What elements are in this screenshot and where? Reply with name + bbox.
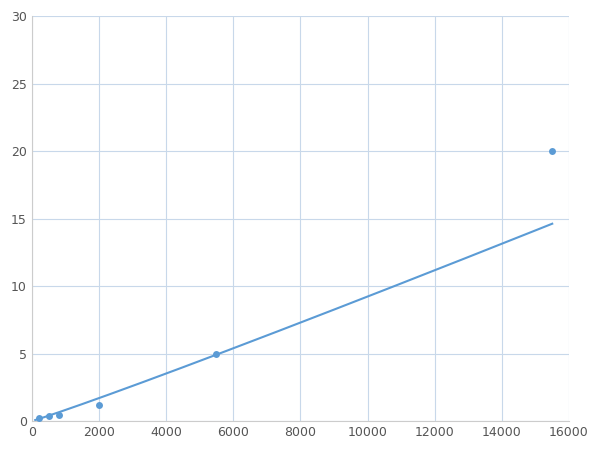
Point bbox=[34, 414, 43, 421]
Point bbox=[212, 350, 221, 357]
Point bbox=[547, 148, 557, 155]
Point bbox=[54, 411, 64, 418]
Point bbox=[44, 413, 53, 420]
Point bbox=[94, 401, 104, 409]
